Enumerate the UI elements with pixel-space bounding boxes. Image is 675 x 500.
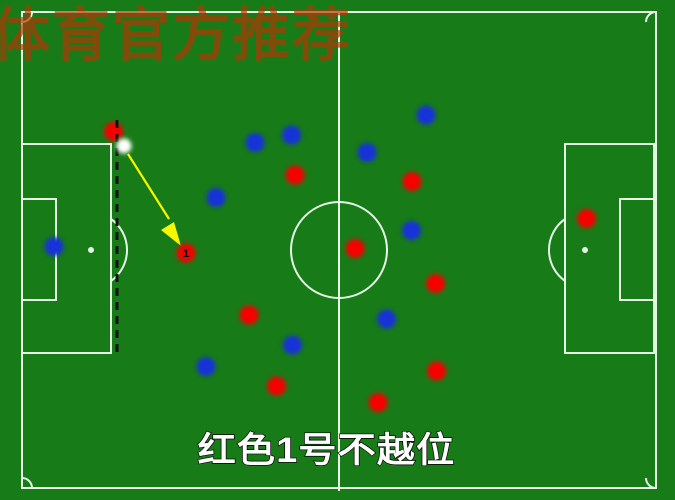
svg-text:1: 1: [183, 248, 189, 260]
